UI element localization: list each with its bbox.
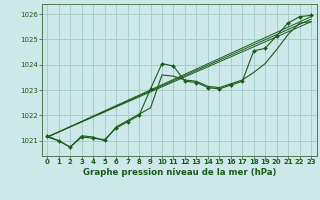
X-axis label: Graphe pression niveau de la mer (hPa): Graphe pression niveau de la mer (hPa)	[83, 168, 276, 177]
